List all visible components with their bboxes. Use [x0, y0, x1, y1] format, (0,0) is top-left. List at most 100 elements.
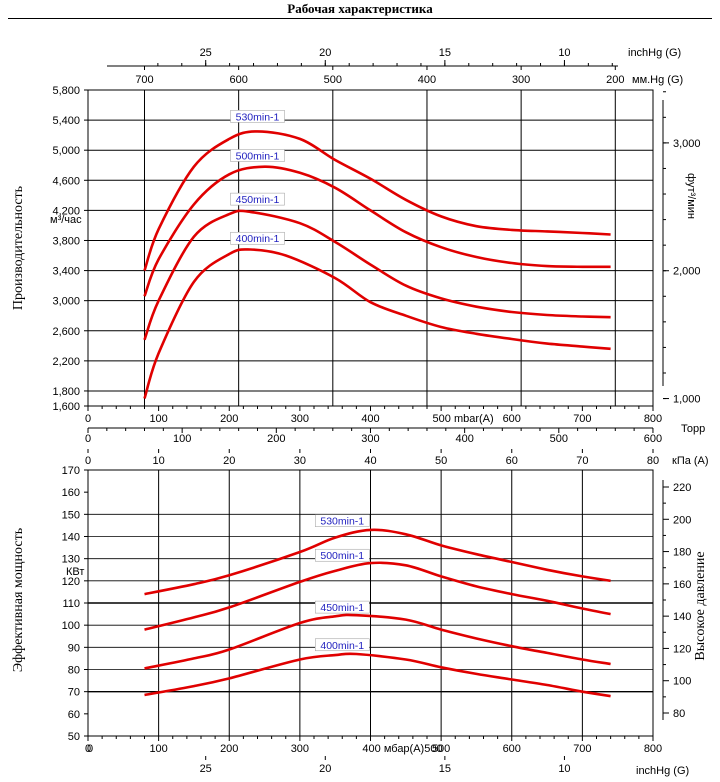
- x-tick-label: 0: [85, 743, 91, 755]
- curve-400min-1: [144, 652, 611, 698]
- curve-label-box: [230, 231, 285, 245]
- right-axis-tick-label: 140: [673, 611, 691, 623]
- y-tick-label: 3,400: [52, 266, 80, 278]
- y-tick-label: 140: [62, 532, 80, 544]
- torr-tick-label: 300: [361, 433, 379, 445]
- right-axis-tick-label: 160: [673, 579, 691, 591]
- y-tick-label: 90: [68, 642, 80, 654]
- y-tick-label: 1,600: [52, 401, 80, 413]
- inchhg-tick-label: 10: [558, 763, 570, 775]
- right-axis-tick-label: 120: [673, 643, 691, 655]
- y-tick-label: 4,200: [52, 205, 80, 217]
- curve-label: 450min-1: [320, 602, 364, 614]
- x-tick-label: 700: [573, 743, 591, 755]
- mmhg-tick-label: 700: [135, 74, 153, 86]
- y-tick-label: 2,200: [52, 356, 80, 368]
- kpa-tick-label: 80: [647, 455, 659, 467]
- mmhg-unit: мм.Hg (G): [632, 74, 683, 86]
- kpa-unit: кПа (A): [672, 455, 709, 467]
- y-axis-title: Производительность: [11, 186, 26, 310]
- right-axis-title: фут³/мин: [685, 173, 697, 219]
- right-axis-tick-label: 2,000: [673, 266, 701, 278]
- x-tick-label: 0: [85, 413, 91, 425]
- torr-tick-label: 400: [455, 433, 473, 445]
- right-axis-tick-label: 180: [673, 547, 691, 559]
- inchhg-tick-label: 20: [319, 763, 331, 775]
- right-axis-tick-label: 220: [673, 482, 691, 494]
- curve-label: 500min-1: [236, 150, 280, 162]
- curve-450min-1: [144, 613, 611, 670]
- torr-tick-label: 500: [550, 433, 568, 445]
- curve-label: 400min-1: [236, 233, 280, 245]
- y-tick-label: 110: [62, 598, 80, 610]
- y-tick-label: 5,800: [52, 85, 80, 97]
- x-tick-label: 200: [220, 413, 238, 425]
- curve-label-box: [230, 149, 285, 162]
- y-axis-title: Эффективная мощность: [11, 528, 26, 672]
- x-tick-label: 0: [87, 743, 93, 755]
- y-tick-label: 3,000: [52, 296, 80, 308]
- mmhg-tick-label: 500: [324, 74, 342, 86]
- curve-label-box: [315, 600, 370, 614]
- x-tick-label: 100: [149, 413, 167, 425]
- curve-label-box: [315, 548, 370, 562]
- curve-label: 530min-1: [236, 111, 280, 123]
- x-tick-label: 300: [291, 743, 309, 755]
- torr-tick-label: 0: [85, 433, 91, 445]
- inchhg-tick-label: 25: [200, 763, 212, 775]
- x-tick-label: 600: [503, 743, 521, 755]
- curve-label: 500min-1: [320, 550, 364, 562]
- y-tick-label: 70: [68, 687, 80, 699]
- curve-400min-1: [143, 248, 611, 399]
- curve-label: 530min-1: [320, 516, 364, 528]
- x-tick-label: 800: [644, 413, 662, 425]
- y-tick-label: 3,800: [52, 235, 80, 247]
- right-axis-tick-label: 3,000: [673, 138, 701, 150]
- x-tick-label: 800: [644, 743, 662, 755]
- curve-530min-1: [143, 130, 611, 272]
- curve-530min-1: [144, 528, 611, 596]
- title-rule: [8, 18, 712, 19]
- inchhg-unit: inchHg (G): [636, 765, 689, 777]
- kpa-tick-label: 10: [153, 455, 165, 467]
- curve-500min-1: [143, 165, 611, 297]
- y-tick-label: 2,600: [52, 326, 80, 338]
- y-tick-label: 100: [62, 620, 80, 632]
- x-tick-label: 600: [503, 413, 521, 425]
- x-tick-label: 700: [573, 413, 591, 425]
- curve-450min-1: [143, 209, 611, 341]
- right-axis-tick-label: 80: [673, 708, 685, 720]
- torr-tick-label: 100: [173, 433, 191, 445]
- kpa-tick-label: 70: [576, 455, 588, 467]
- inchhg-tick-label: 20: [319, 47, 331, 59]
- x-tick-label: 300: [291, 413, 309, 425]
- kpa-tick-label: 40: [364, 455, 376, 467]
- y-tick-label: 50: [68, 731, 80, 743]
- inchhg-unit: inchHg (G): [628, 47, 681, 59]
- x-tick-label: 100: [149, 743, 167, 755]
- y-tick-label: 130: [62, 554, 80, 566]
- right-axis-tick-label: 100: [673, 676, 691, 688]
- kpa-tick-label: 30: [294, 455, 306, 467]
- y-axis-unit: КВт: [66, 566, 84, 578]
- plot-frame-top: [87, 89, 654, 407]
- curve-label: 450min-1: [236, 194, 280, 206]
- y-tick-label: 1,800: [52, 386, 80, 398]
- page-title: Рабочая характеристика: [287, 1, 433, 16]
- torr-tick-label: 200: [267, 433, 285, 445]
- inchhg-tick-label: 25: [200, 47, 212, 59]
- y-tick-label: 5,400: [52, 115, 80, 127]
- inchhg-tick-label: 15: [439, 763, 451, 775]
- right-axis-tick-label: 1,000: [673, 394, 701, 406]
- curve-label-box: [315, 638, 370, 652]
- y-axis-unit: м³/час: [50, 214, 82, 226]
- curve-label-box: [315, 514, 370, 527]
- y-tick-label: 150: [62, 509, 80, 521]
- x-tick-label-with-unit: 500 mbar(A): [433, 413, 494, 425]
- torr-tick-label: 600: [644, 433, 662, 445]
- curve-label-box: [230, 110, 285, 123]
- y-tick-label: 80: [68, 665, 80, 677]
- mmhg-tick-label: 600: [229, 74, 247, 86]
